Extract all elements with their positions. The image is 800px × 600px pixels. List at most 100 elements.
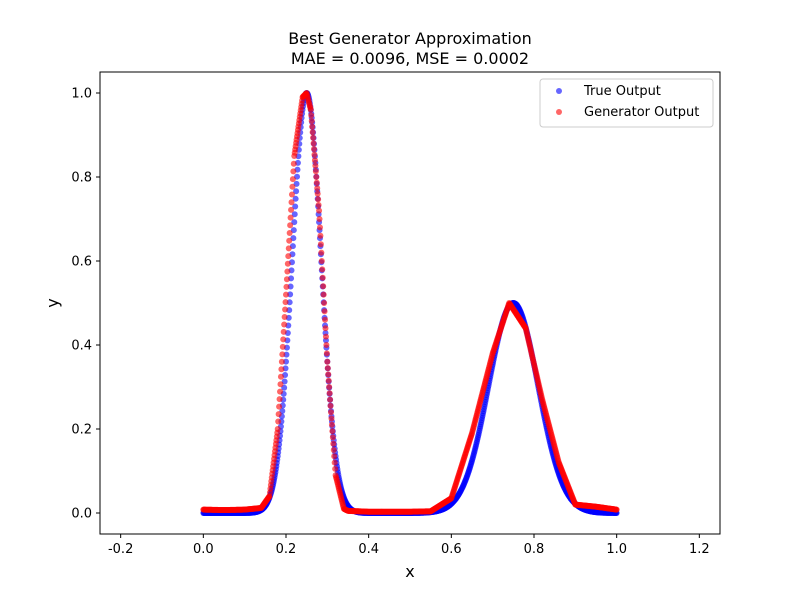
generator-output-point	[331, 453, 338, 460]
generator-output-point	[285, 253, 292, 260]
true-output-point	[291, 219, 298, 226]
x-tick-label: 0.4	[358, 542, 379, 557]
generator-output-point	[307, 106, 314, 113]
generator-output-point	[287, 222, 294, 229]
generator-output-point	[286, 237, 293, 244]
generator-output-point	[323, 342, 330, 348]
generator-output-point	[311, 151, 318, 158]
generator-output-point	[275, 411, 282, 418]
generator-output-point	[317, 241, 324, 248]
generator-output-point	[315, 196, 322, 203]
legend-marker-generator-output	[556, 109, 562, 115]
legend-marker-true-output	[556, 88, 562, 94]
y-axis-ticks: 0.0 0.2 0.4 0.6 0.8 1.0	[71, 87, 100, 522]
generator-output-point	[321, 300, 328, 306]
generator-output-point	[283, 291, 289, 298]
generator-output-point	[311, 157, 318, 164]
generator-output-point	[322, 333, 329, 340]
generator-output-point	[308, 118, 315, 124]
generator-output-point	[282, 299, 289, 306]
legend-label-generator-output: Generator Output	[584, 105, 699, 120]
generator-output-point	[315, 202, 322, 208]
x-axis-label: x	[405, 562, 414, 581]
generator-output-point	[320, 283, 327, 290]
generator-output-point	[326, 390, 333, 397]
generator-output-point	[328, 421, 335, 428]
generator-output-point	[276, 396, 283, 403]
generator-output-point	[322, 316, 329, 323]
generator-output-point	[325, 377, 332, 384]
legend-label-true-output: True Output	[583, 84, 661, 99]
generator-output-point	[280, 336, 287, 343]
generator-output-point	[289, 176, 296, 183]
y-tick-label: 1.0	[71, 87, 92, 102]
generator-output-point	[280, 328, 287, 335]
true-output-point	[290, 227, 297, 234]
generator-output-point	[326, 384, 333, 390]
generator-output-point	[327, 396, 334, 403]
generator-output-point	[327, 402, 334, 409]
generator-output-point	[323, 350, 330, 357]
x-tick-label: 1.2	[689, 542, 710, 557]
generator-output-point	[285, 245, 292, 252]
x-tick-label: 0.2	[276, 542, 297, 557]
generator-output-point	[311, 146, 318, 152]
x-axis-ticks: -0.2 0.0 0.2 0.4 0.6 0.8 1.0 1.2	[108, 534, 710, 557]
chart-title: Best Generator Approximation	[288, 29, 532, 48]
generator-output-point	[288, 191, 295, 198]
y-tick-label: 0.0	[71, 507, 92, 522]
generator-output-point	[309, 123, 316, 130]
generator-output-point	[310, 140, 317, 147]
x-tick-label: 0.8	[524, 542, 545, 557]
generator-output-point	[277, 373, 284, 380]
generator-output-point	[316, 216, 323, 222]
legend: True Output Generator Output	[539, 78, 714, 128]
generator-output-point	[330, 440, 337, 447]
generator-output-point	[279, 343, 286, 350]
generator-output-point	[313, 179, 320, 186]
generator-output-point	[290, 160, 297, 167]
generator-output-point	[321, 308, 328, 315]
true-output-point	[292, 203, 299, 210]
generator-output-point	[313, 174, 320, 180]
generator-output-point	[330, 447, 337, 453]
generator-output-point	[283, 283, 290, 290]
generator-output-point	[274, 426, 281, 432]
true-output-point	[291, 211, 298, 218]
generator-output-point	[613, 506, 620, 513]
generator-output-point	[310, 134, 317, 141]
generator-output-point	[316, 207, 323, 214]
generator-output-point	[320, 291, 327, 298]
generator-output-point	[287, 214, 294, 221]
generator-output-point	[281, 314, 288, 320]
generator-output-point	[331, 459, 338, 466]
generator-output-point	[286, 230, 293, 236]
generator-output-point	[284, 260, 291, 267]
generator-output-point	[278, 358, 285, 365]
generator-output-point	[318, 258, 325, 264]
generator-output-point	[279, 351, 286, 358]
generator-output-point	[332, 465, 339, 472]
generator-output-point	[329, 428, 336, 435]
y-tick-label: 0.2	[71, 423, 92, 438]
y-tick-label: 0.4	[71, 339, 92, 354]
generator-output-point	[308, 112, 315, 119]
generator-output-point	[324, 358, 331, 365]
generator-output-point	[317, 232, 324, 239]
generator-output-point	[329, 434, 336, 441]
legend-box	[539, 78, 714, 128]
true-output-point	[292, 195, 299, 202]
generator-output-point	[328, 409, 335, 416]
generator-output-series	[200, 90, 620, 515]
generator-output-point	[283, 276, 290, 283]
x-tick-label: 0.0	[193, 542, 214, 557]
generator-output-point	[316, 224, 323, 231]
generator-output-point	[276, 403, 283, 410]
true-output-point	[293, 188, 300, 195]
generator-output-point	[325, 371, 332, 378]
generator-output-point	[312, 162, 319, 169]
generator-output-point	[328, 415, 335, 422]
y-axis-label: y	[43, 298, 62, 307]
generator-output-point	[278, 366, 285, 373]
